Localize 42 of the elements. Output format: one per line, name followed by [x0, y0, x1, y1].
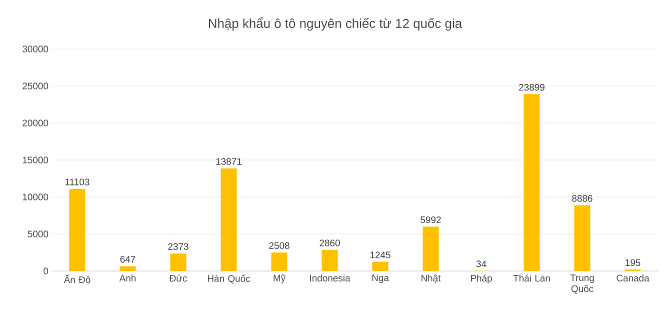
data-label: 5992 — [420, 216, 441, 224]
bar — [271, 252, 288, 271]
y-tick-label: 20000 — [22, 120, 48, 126]
data-label: 2860 — [320, 240, 340, 246]
x-tick-label: Ấn Độ — [64, 274, 90, 284]
x-tick-label: Nhật — [422, 274, 441, 283]
data-label: 34 — [476, 260, 486, 268]
x-tick-label: Trung Quốc — [570, 274, 594, 294]
y-tick-label: 15000 — [22, 156, 48, 164]
x-tick-label: Anh — [119, 274, 136, 282]
x-tick-label: Indonesia — [310, 274, 350, 282]
data-label: 2508 — [269, 242, 290, 249]
bar — [372, 262, 388, 271]
y-tick-label: 25000 — [22, 82, 48, 90]
chart-title: Nhập khẩu ô tô nguyên chiếc từ 12 quốc gia — [208, 17, 462, 31]
data-label: 23899 — [519, 84, 544, 91]
data-label: 647 — [120, 256, 136, 263]
bar — [120, 266, 136, 271]
data-label: 2373 — [168, 243, 188, 250]
bar — [220, 168, 237, 271]
bar — [322, 250, 338, 271]
bar — [170, 253, 186, 271]
y-tick-label: 0 — [44, 268, 48, 274]
y-tick-label: 5000 — [28, 230, 48, 238]
bar — [574, 205, 590, 271]
bar — [69, 188, 86, 271]
y-tick-label: 30000 — [22, 46, 48, 52]
x-tick-label: Hàn Quốc — [208, 274, 250, 284]
y-tick-label: 10000 — [22, 194, 48, 200]
bar — [422, 226, 439, 271]
x-tick-label: Đức — [169, 274, 187, 282]
data-label: 8886 — [572, 195, 592, 202]
data-label: 1245 — [370, 252, 390, 258]
x-tick-label: Mỹ — [274, 274, 286, 284]
x-tick-label: Nga — [372, 274, 389, 283]
bar — [524, 94, 540, 271]
x-tick-label: Canada — [616, 274, 650, 282]
data-label: 195 — [626, 259, 640, 266]
data-label: 11103 — [66, 178, 90, 186]
x-tick-label: Pháp — [470, 274, 492, 284]
data-label: 13871 — [216, 158, 242, 165]
x-tick-label: Thái Lan — [513, 274, 550, 282]
